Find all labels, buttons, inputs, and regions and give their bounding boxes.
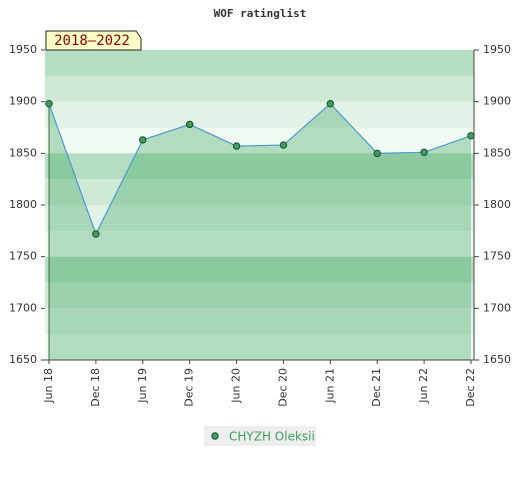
x-tick-label: Jun 21 [323,368,336,404]
legend: CHYZH Oleksii [204,426,316,446]
background-band [45,282,474,309]
background-band [45,230,474,257]
data-point [139,136,147,144]
y2-tick-label: 1900 [483,95,511,108]
data-point [420,148,428,157]
data-point [185,120,194,129]
y-tick-label: 1700 [9,301,37,314]
x-tick-label: Dec 19 [183,368,196,407]
background-band [45,50,474,76]
data-point [373,149,381,158]
background-band [45,256,474,283]
x-tick-label: Dec 22 [464,368,477,407]
y2-tick-label: 1750 [483,250,511,263]
y2-tick-label: 1800 [483,198,511,211]
background-band [45,205,474,231]
background-band [45,75,474,102]
data-point [92,230,100,238]
y-tick-label: 1800 [9,198,37,211]
legend-label: CHYZH Oleksii [229,430,315,444]
y-tick-label: 1900 [9,95,37,108]
y2-tick-label: 1650 [483,353,511,366]
x-tick-label: Jun 18 [42,368,55,404]
series-line [48,102,472,236]
x-tick-label: Dec 21 [370,368,383,407]
y2-tick-label: 1850 [483,146,511,159]
legend-marker [211,432,219,440]
data-point [45,100,53,108]
x-tick-label: Dec 18 [89,368,102,407]
background-band [45,334,474,360]
background-band [45,153,474,180]
badge: 2018–2022 [54,33,130,49]
y-tick-label: 1950 [9,43,37,56]
badge-box [45,30,142,51]
y-tick-label: 1850 [9,146,37,159]
area [49,103,471,360]
y2-tick-label: 1700 [483,301,511,314]
x-tick-label: Dec 20 [276,368,289,407]
background-band [45,308,474,335]
data-point [326,100,335,108]
y-tick-label: 1650 [9,353,37,366]
background-band [45,101,474,128]
data-point [467,132,475,140]
data-point [279,141,288,149]
chart-title: WOF ratinglist [214,7,307,20]
y2-tick-label: 1950 [483,43,511,56]
x-tick-label: Jun 20 [230,368,243,404]
background-band [45,127,474,154]
x-tick-label: Jun 19 [136,368,149,404]
x-tick-label: Jun 22 [417,368,430,404]
data-point [232,142,241,150]
y-tick-label: 1750 [9,250,37,263]
legend-box [204,426,316,446]
